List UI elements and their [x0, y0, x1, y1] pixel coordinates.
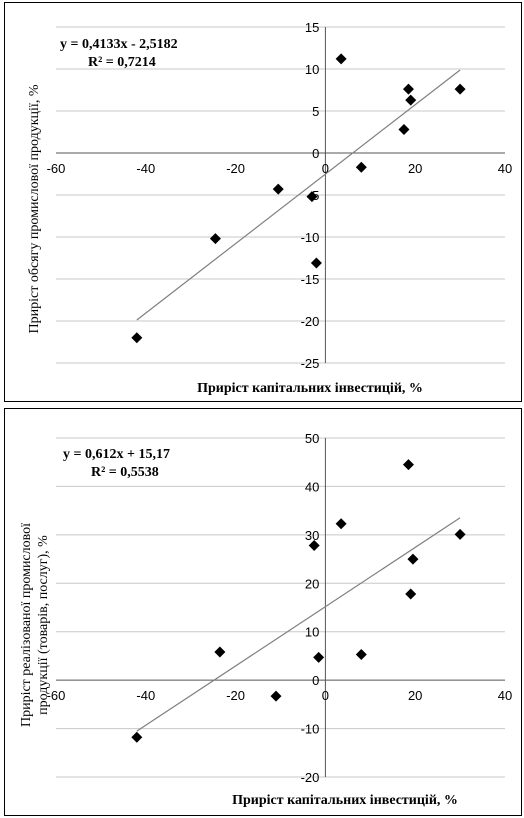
data-point-1 — [454, 83, 466, 95]
y-axis-label-1: Приріст обсягу промислової продукції, % — [27, 84, 42, 333]
trendline-1 — [136, 69, 461, 321]
x-tick-label-2: 40 — [498, 688, 512, 703]
y-tick-label-1: -10 — [301, 230, 320, 245]
data-point-1 — [355, 161, 367, 173]
data-point-1 — [335, 53, 347, 65]
data-point-2 — [131, 731, 143, 743]
data-point-2 — [454, 528, 466, 540]
y-tick-label-2: 10 — [305, 625, 319, 640]
data-point-1 — [310, 257, 322, 269]
y-tick-label-2: 50 — [305, 431, 319, 446]
data-point-2 — [214, 646, 226, 658]
data-point-2 — [355, 648, 367, 660]
x-axis-label-2: Приріст капітальних інвестицій, % — [232, 793, 458, 808]
y-tick-label-1: -20 — [301, 314, 320, 329]
y-tick-label-1: -15 — [301, 272, 320, 287]
r-squared-1: R² = 0,7214 — [88, 55, 156, 70]
trend-equation-2: y = 0,612x + 15,17 — [63, 447, 170, 462]
data-point-2 — [402, 459, 414, 471]
data-point-1 — [209, 233, 221, 245]
data-point-2 — [270, 690, 282, 702]
data-point-2 — [405, 588, 417, 600]
y-tick-label-2: -10 — [301, 722, 320, 737]
y-axis-label-line-2: продукції (товарів, послуг), % — [36, 535, 51, 715]
x-tick-label-1: -60 — [47, 161, 66, 176]
y-tick-label-2: 0 — [312, 673, 319, 688]
x-tick-label-1: 40 — [498, 161, 512, 176]
data-point-2 — [335, 518, 347, 530]
x-tick-label-2: 20 — [408, 688, 422, 703]
y-tick-label-2: 30 — [305, 528, 319, 543]
data-point-2 — [407, 553, 419, 565]
x-tick-label-2: -40 — [136, 688, 155, 703]
x-tick-label-1: -40 — [136, 161, 155, 176]
y-axis-label-line-2: Приріст реалізованої промислової — [19, 523, 34, 727]
y-tick-label-2: 40 — [305, 479, 319, 494]
data-point-1 — [306, 191, 318, 203]
x-tick-label-1: -20 — [226, 161, 245, 176]
data-point-1 — [272, 183, 284, 195]
y-tick-label-1: 0 — [312, 146, 319, 161]
x-tick-label-1: 0 — [322, 161, 329, 176]
y-tick-label-1: 15 — [305, 20, 319, 35]
data-point-2 — [313, 651, 325, 663]
data-point-1 — [398, 123, 410, 135]
y-tick-label-1: -25 — [301, 356, 320, 371]
data-point-2 — [308, 540, 320, 552]
y-tick-label-1: 5 — [312, 104, 319, 119]
x-tick-label-1: 20 — [408, 161, 422, 176]
y-tick-label-2: -20 — [301, 770, 320, 785]
chart-panel-2: -60 -40 -20 0 20 40 50 40 30 20 10 0 -10 -20 y = 0,612… — [4, 408, 522, 816]
trendline-2 — [136, 517, 461, 732]
y-tick-label-1: 10 — [305, 62, 319, 77]
x-axis-label-1: Приріст капітальних інвестицій, % — [197, 381, 423, 396]
x-tick-label-2: -20 — [226, 688, 245, 703]
x-tick-label-2: 0 — [322, 688, 329, 703]
data-point-1 — [405, 94, 417, 106]
data-point-1 — [131, 332, 143, 344]
y-tick-label-2: 20 — [305, 576, 319, 591]
x-tick-label-2: -60 — [47, 688, 66, 703]
r-squared-2: R² = 0,5538 — [91, 465, 159, 480]
trend-equation-1: y = 0,4133x - 2,5182 — [60, 37, 178, 52]
scatter-chart-2: -60 -40 -20 0 20 40 50 40 30 20 10 0 -10 -20 y = 0,612… — [19, 431, 512, 808]
data-point-1 — [402, 83, 414, 95]
